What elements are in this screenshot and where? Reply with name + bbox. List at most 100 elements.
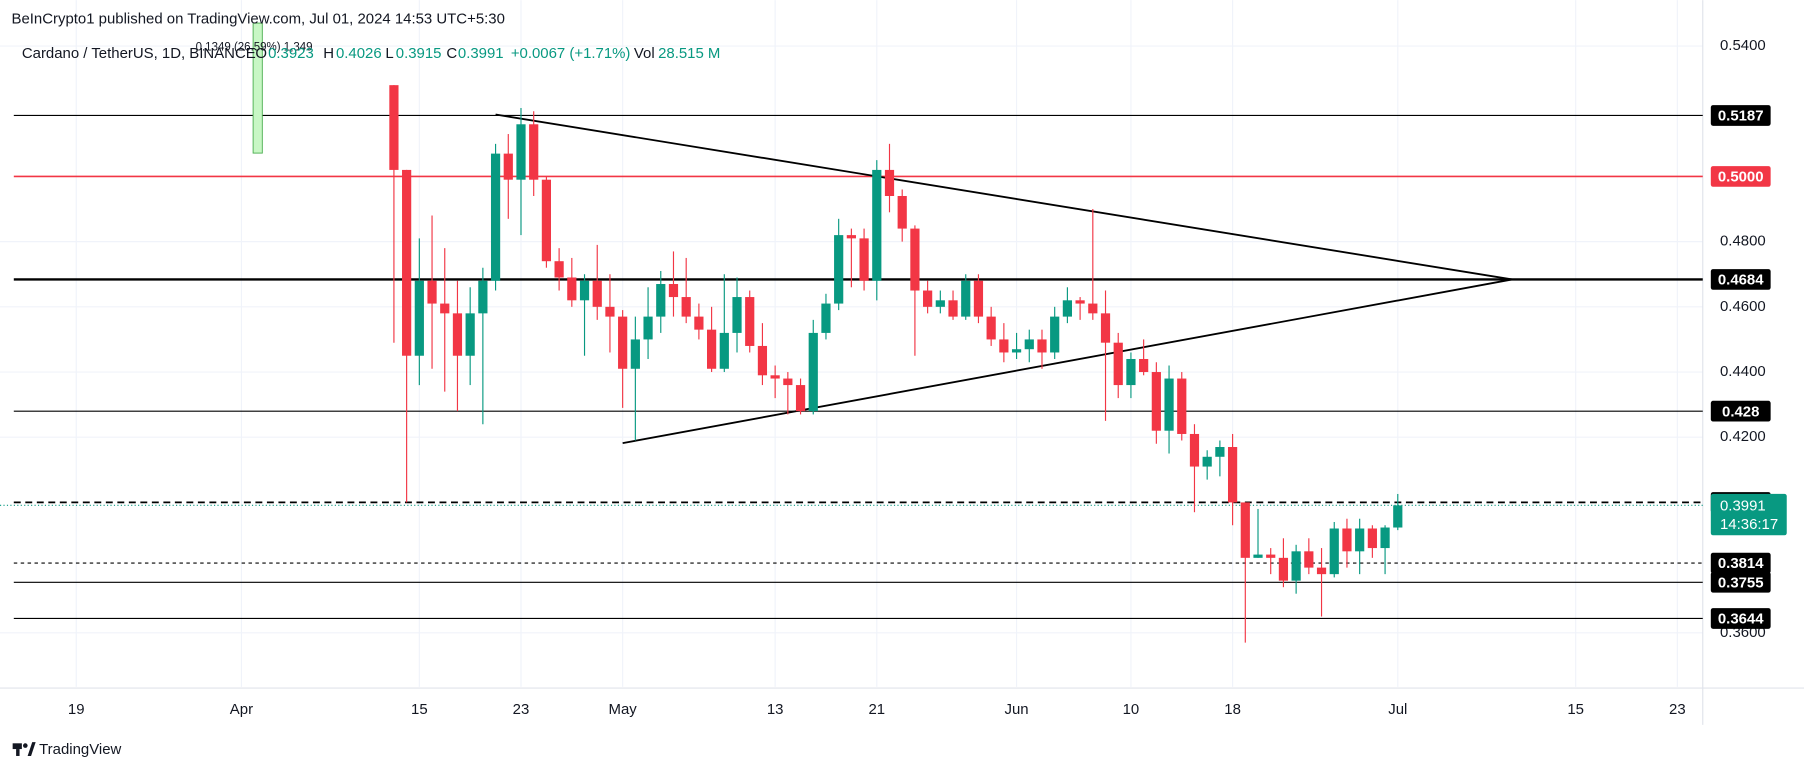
candle-body — [414, 280, 424, 356]
x-tick-label: Jun — [1005, 701, 1029, 718]
candle-body — [1062, 300, 1073, 317]
y-tick-label: 0.4400 — [1720, 363, 1766, 380]
candle-body — [1100, 313, 1111, 343]
candle-body — [1024, 339, 1034, 350]
ohlc-letter: H — [323, 45, 334, 62]
candle-body — [1393, 505, 1403, 528]
candle-body — [579, 280, 590, 301]
candle-body — [681, 297, 691, 317]
candle-body — [1291, 551, 1301, 581]
x-tick-label: 15 — [411, 701, 428, 718]
candle-body — [592, 280, 602, 307]
y-tick-label: 0.4600 — [1720, 298, 1766, 315]
x-tick-label: 15 — [1567, 701, 1584, 718]
candle-body — [1088, 303, 1098, 314]
candle-body — [656, 284, 666, 317]
candle-body — [884, 169, 895, 196]
x-tick-label: 10 — [1123, 701, 1140, 718]
symbol: Cardano / TetherUS, 1D, BINANCE — [22, 45, 256, 62]
candle-body — [1037, 339, 1047, 353]
change: +0.0067 (+1.71%) — [511, 45, 631, 62]
candle-body — [490, 153, 501, 281]
candle-body — [605, 306, 615, 317]
candle-body — [795, 385, 806, 412]
level-label: 0.3644 — [1718, 611, 1764, 628]
candle-body — [1266, 554, 1276, 558]
candle-body — [529, 124, 539, 180]
current-price-label: 0.3991 — [1720, 497, 1766, 514]
measure-label: 0.1349 (26.59%) 1,349 — [196, 41, 313, 53]
candle-body — [668, 284, 679, 298]
candle-body — [541, 179, 552, 262]
candle-body — [834, 235, 844, 304]
candle-body — [973, 280, 984, 317]
level-label-box — [1710, 608, 1771, 629]
candle-body — [923, 290, 933, 307]
levels — [0, 114, 1703, 620]
candle-body — [503, 153, 513, 180]
level-label-box — [1710, 269, 1771, 290]
ohlc-letter: L — [385, 45, 393, 62]
trendlines — [495, 113, 1513, 445]
candle-body — [389, 85, 399, 170]
brand-logo — [12, 742, 36, 756]
candle-body — [427, 280, 437, 304]
candle-body — [694, 316, 704, 330]
candle-body — [1202, 456, 1212, 467]
candle-body — [1342, 528, 1352, 552]
candle-body — [402, 169, 412, 356]
candle-body — [935, 300, 945, 307]
candle-body — [757, 345, 768, 376]
candle-body — [706, 329, 717, 369]
current-price-box — [1710, 493, 1787, 536]
candle-body — [1316, 567, 1327, 575]
brand: TradingView — [39, 741, 121, 758]
candle-body — [732, 297, 742, 333]
candle-body — [478, 280, 488, 314]
candle-body — [1367, 528, 1377, 549]
candle-body — [808, 332, 818, 412]
candle-body — [618, 316, 628, 369]
x-tick-label: 23 — [1669, 701, 1686, 718]
candle-body — [643, 316, 653, 340]
candle-body — [872, 169, 882, 281]
candle-body — [1278, 557, 1289, 581]
candle-body — [745, 297, 755, 346]
x-tick-label: Apr — [230, 701, 253, 718]
y-tick-label: 0.4200 — [1720, 428, 1766, 445]
candle-body — [1380, 527, 1390, 549]
candle-body — [554, 261, 564, 278]
candle-body — [1355, 528, 1365, 552]
candle-body — [1189, 433, 1200, 467]
candles — [389, 85, 1403, 643]
published: BeInCrypto1 published on TradingView.com… — [12, 11, 505, 28]
candle-body — [821, 303, 831, 333]
candle-body — [999, 339, 1009, 353]
level-label: 0.428 — [1722, 403, 1759, 420]
candle-body — [1164, 378, 1174, 431]
volume: 28.515 M — [658, 45, 720, 62]
candle-body — [897, 195, 907, 229]
candle-body — [465, 313, 475, 356]
level-label-box — [1710, 105, 1771, 126]
level-label-box — [1710, 166, 1771, 187]
level-label: 0.3755 — [1718, 574, 1764, 591]
candle-body — [1253, 554, 1263, 558]
candle-body — [859, 238, 869, 281]
candle-body — [1304, 551, 1314, 568]
candle-body — [630, 339, 640, 369]
level-label-box — [1710, 400, 1771, 422]
x-tick-label: 18 — [1224, 701, 1241, 718]
candle-body — [1126, 358, 1136, 386]
trendline — [622, 278, 1513, 445]
level-label-box — [1710, 552, 1771, 574]
x-tick-label: 23 — [513, 701, 530, 718]
candle-body — [986, 316, 996, 340]
candle-body — [910, 228, 920, 291]
y-tick-label: 0.5400 — [1720, 37, 1766, 54]
candle-body — [567, 277, 577, 301]
ohlc-value: 0.3915 — [396, 45, 442, 62]
trendline — [495, 113, 1513, 281]
x-tick-label: 19 — [68, 701, 85, 718]
